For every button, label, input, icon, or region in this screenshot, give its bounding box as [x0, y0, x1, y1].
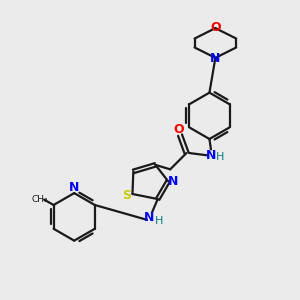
Text: H: H	[155, 216, 163, 226]
Text: N: N	[144, 211, 154, 224]
Text: N: N	[210, 52, 220, 65]
Text: N: N	[168, 175, 179, 188]
Text: H: H	[216, 152, 225, 162]
Text: N: N	[69, 181, 80, 194]
Text: S: S	[123, 189, 132, 202]
Text: O: O	[174, 123, 184, 136]
Text: CH₃: CH₃	[31, 194, 48, 203]
Text: O: O	[210, 21, 221, 34]
Text: N: N	[206, 149, 216, 162]
